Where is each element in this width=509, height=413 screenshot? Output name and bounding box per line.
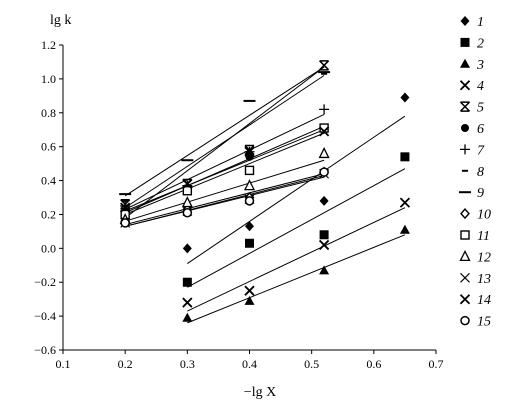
data-point-7 bbox=[120, 200, 131, 211]
legend-label-4: 4 bbox=[477, 79, 484, 94]
x-tick-label: 0.3 bbox=[180, 357, 195, 371]
x-tick-label: 0.5 bbox=[304, 357, 319, 371]
data-point-2 bbox=[319, 230, 329, 240]
legend-label-6: 6 bbox=[477, 122, 484, 137]
data-point-5 bbox=[319, 60, 330, 71]
data-point-7 bbox=[319, 104, 330, 115]
fit-line-10 bbox=[125, 173, 325, 226]
data-point-14 bbox=[182, 178, 193, 190]
fit-line-7 bbox=[124, 114, 325, 210]
data-point-14 bbox=[244, 146, 255, 157]
legend-marker-6 bbox=[461, 124, 469, 132]
legend-label-13: 13 bbox=[477, 272, 491, 287]
legend-marker-13 bbox=[460, 272, 470, 283]
y-tick-label: 0.6 bbox=[41, 140, 56, 154]
data-point-15 bbox=[120, 218, 130, 228]
data-point-3 bbox=[182, 312, 193, 322]
y-tick-label: −0.2 bbox=[34, 275, 56, 289]
y-tick-label: 0.2 bbox=[41, 207, 56, 221]
fit-line-4 bbox=[187, 207, 406, 312]
legend-label-9: 9 bbox=[477, 186, 484, 201]
data-point-15 bbox=[182, 208, 193, 218]
legend-marker-3 bbox=[460, 58, 470, 68]
legend-label-14: 14 bbox=[477, 293, 491, 308]
y-tick-label: 0.4 bbox=[41, 174, 56, 188]
data-point-12 bbox=[181, 196, 193, 208]
fit-line-9 bbox=[124, 66, 325, 197]
data-points bbox=[119, 60, 411, 322]
fit-line-6 bbox=[124, 125, 325, 214]
data-point-4 bbox=[399, 197, 411, 208]
fit-line-5 bbox=[124, 66, 325, 219]
x-tick-label: 0.1 bbox=[56, 357, 71, 371]
fit-line-12 bbox=[125, 159, 325, 222]
y-tick-label: −0.4 bbox=[34, 309, 56, 323]
y-axis-label: lg k bbox=[50, 13, 71, 28]
legend-marker-2 bbox=[460, 37, 470, 47]
data-point-2 bbox=[245, 238, 254, 248]
legend-marker-5 bbox=[459, 101, 471, 112]
data-point-14 bbox=[318, 126, 330, 137]
data-point-2 bbox=[400, 152, 410, 162]
data-point-3 bbox=[244, 295, 255, 305]
legend-marker-12 bbox=[459, 249, 471, 262]
data-point-1 bbox=[400, 92, 410, 103]
fit-line-2 bbox=[187, 168, 406, 288]
data-point-4 bbox=[318, 239, 330, 251]
legend-marker-1 bbox=[460, 16, 470, 26]
x-axis-label: −lg X bbox=[244, 385, 276, 400]
fit-line-8 bbox=[124, 75, 325, 209]
data-point-1 bbox=[182, 243, 192, 254]
x-tick-label: 0.7 bbox=[429, 357, 444, 371]
data-point-2 bbox=[182, 277, 192, 287]
data-point-4 bbox=[244, 285, 255, 296]
fit-lines bbox=[124, 66, 406, 324]
x-tick-label: 0.2 bbox=[118, 357, 133, 371]
fit-line-15 bbox=[125, 174, 325, 227]
legend-label-8: 8 bbox=[477, 165, 484, 180]
fit-line-1 bbox=[187, 115, 406, 264]
x-tick-label: 0.6 bbox=[366, 357, 381, 371]
legend-marker-14 bbox=[459, 294, 471, 305]
data-point-3 bbox=[319, 265, 330, 275]
data-point-15 bbox=[319, 167, 329, 177]
data-point-1 bbox=[319, 195, 329, 206]
data-point-1 bbox=[245, 221, 254, 232]
y-tick-label: 1.0 bbox=[41, 72, 56, 86]
legend-label-5: 5 bbox=[477, 101, 484, 116]
x-tick-label: 0.4 bbox=[242, 357, 257, 371]
legend-label-11: 11 bbox=[477, 229, 490, 244]
legend-label-1: 1 bbox=[477, 15, 484, 30]
legend-marker-11 bbox=[460, 230, 470, 240]
y-tick-label: −0.6 bbox=[34, 343, 56, 357]
fit-line-3 bbox=[187, 234, 406, 324]
legend-label-7: 7 bbox=[477, 143, 485, 158]
data-point-15 bbox=[244, 196, 255, 206]
axes: −0.6 −0.4 −0.2 0.0 0.2 0.4 0.6 0.8 1.0 1.2 0.1 0.2 0… bbox=[34, 38, 443, 371]
legend-label-10: 10 bbox=[477, 208, 491, 223]
legend-label-15: 15 bbox=[477, 315, 491, 330]
y-tick-label: 0.0 bbox=[41, 241, 56, 255]
data-point-3 bbox=[399, 224, 410, 234]
fit-line-11 bbox=[124, 132, 325, 215]
data-point-12 bbox=[318, 146, 330, 159]
legend-marker-7 bbox=[460, 144, 470, 155]
legend-marker-15 bbox=[460, 315, 470, 326]
data-point-4 bbox=[182, 297, 193, 308]
data-point-11 bbox=[244, 165, 255, 176]
data-point-14 bbox=[120, 202, 131, 213]
y-tick-label: 1.2 bbox=[41, 38, 56, 52]
legend-label-12: 12 bbox=[477, 250, 491, 265]
legend-label-2: 2 bbox=[477, 36, 484, 51]
y-tick-label: 0.8 bbox=[41, 106, 56, 120]
fit-line-14 bbox=[124, 129, 325, 212]
legend-marker-4 bbox=[459, 80, 471, 91]
legend-label-3: 3 bbox=[476, 58, 484, 73]
legend-marker-10 bbox=[460, 208, 470, 220]
data-point-11 bbox=[182, 186, 193, 196]
data-point-12 bbox=[243, 179, 256, 191]
